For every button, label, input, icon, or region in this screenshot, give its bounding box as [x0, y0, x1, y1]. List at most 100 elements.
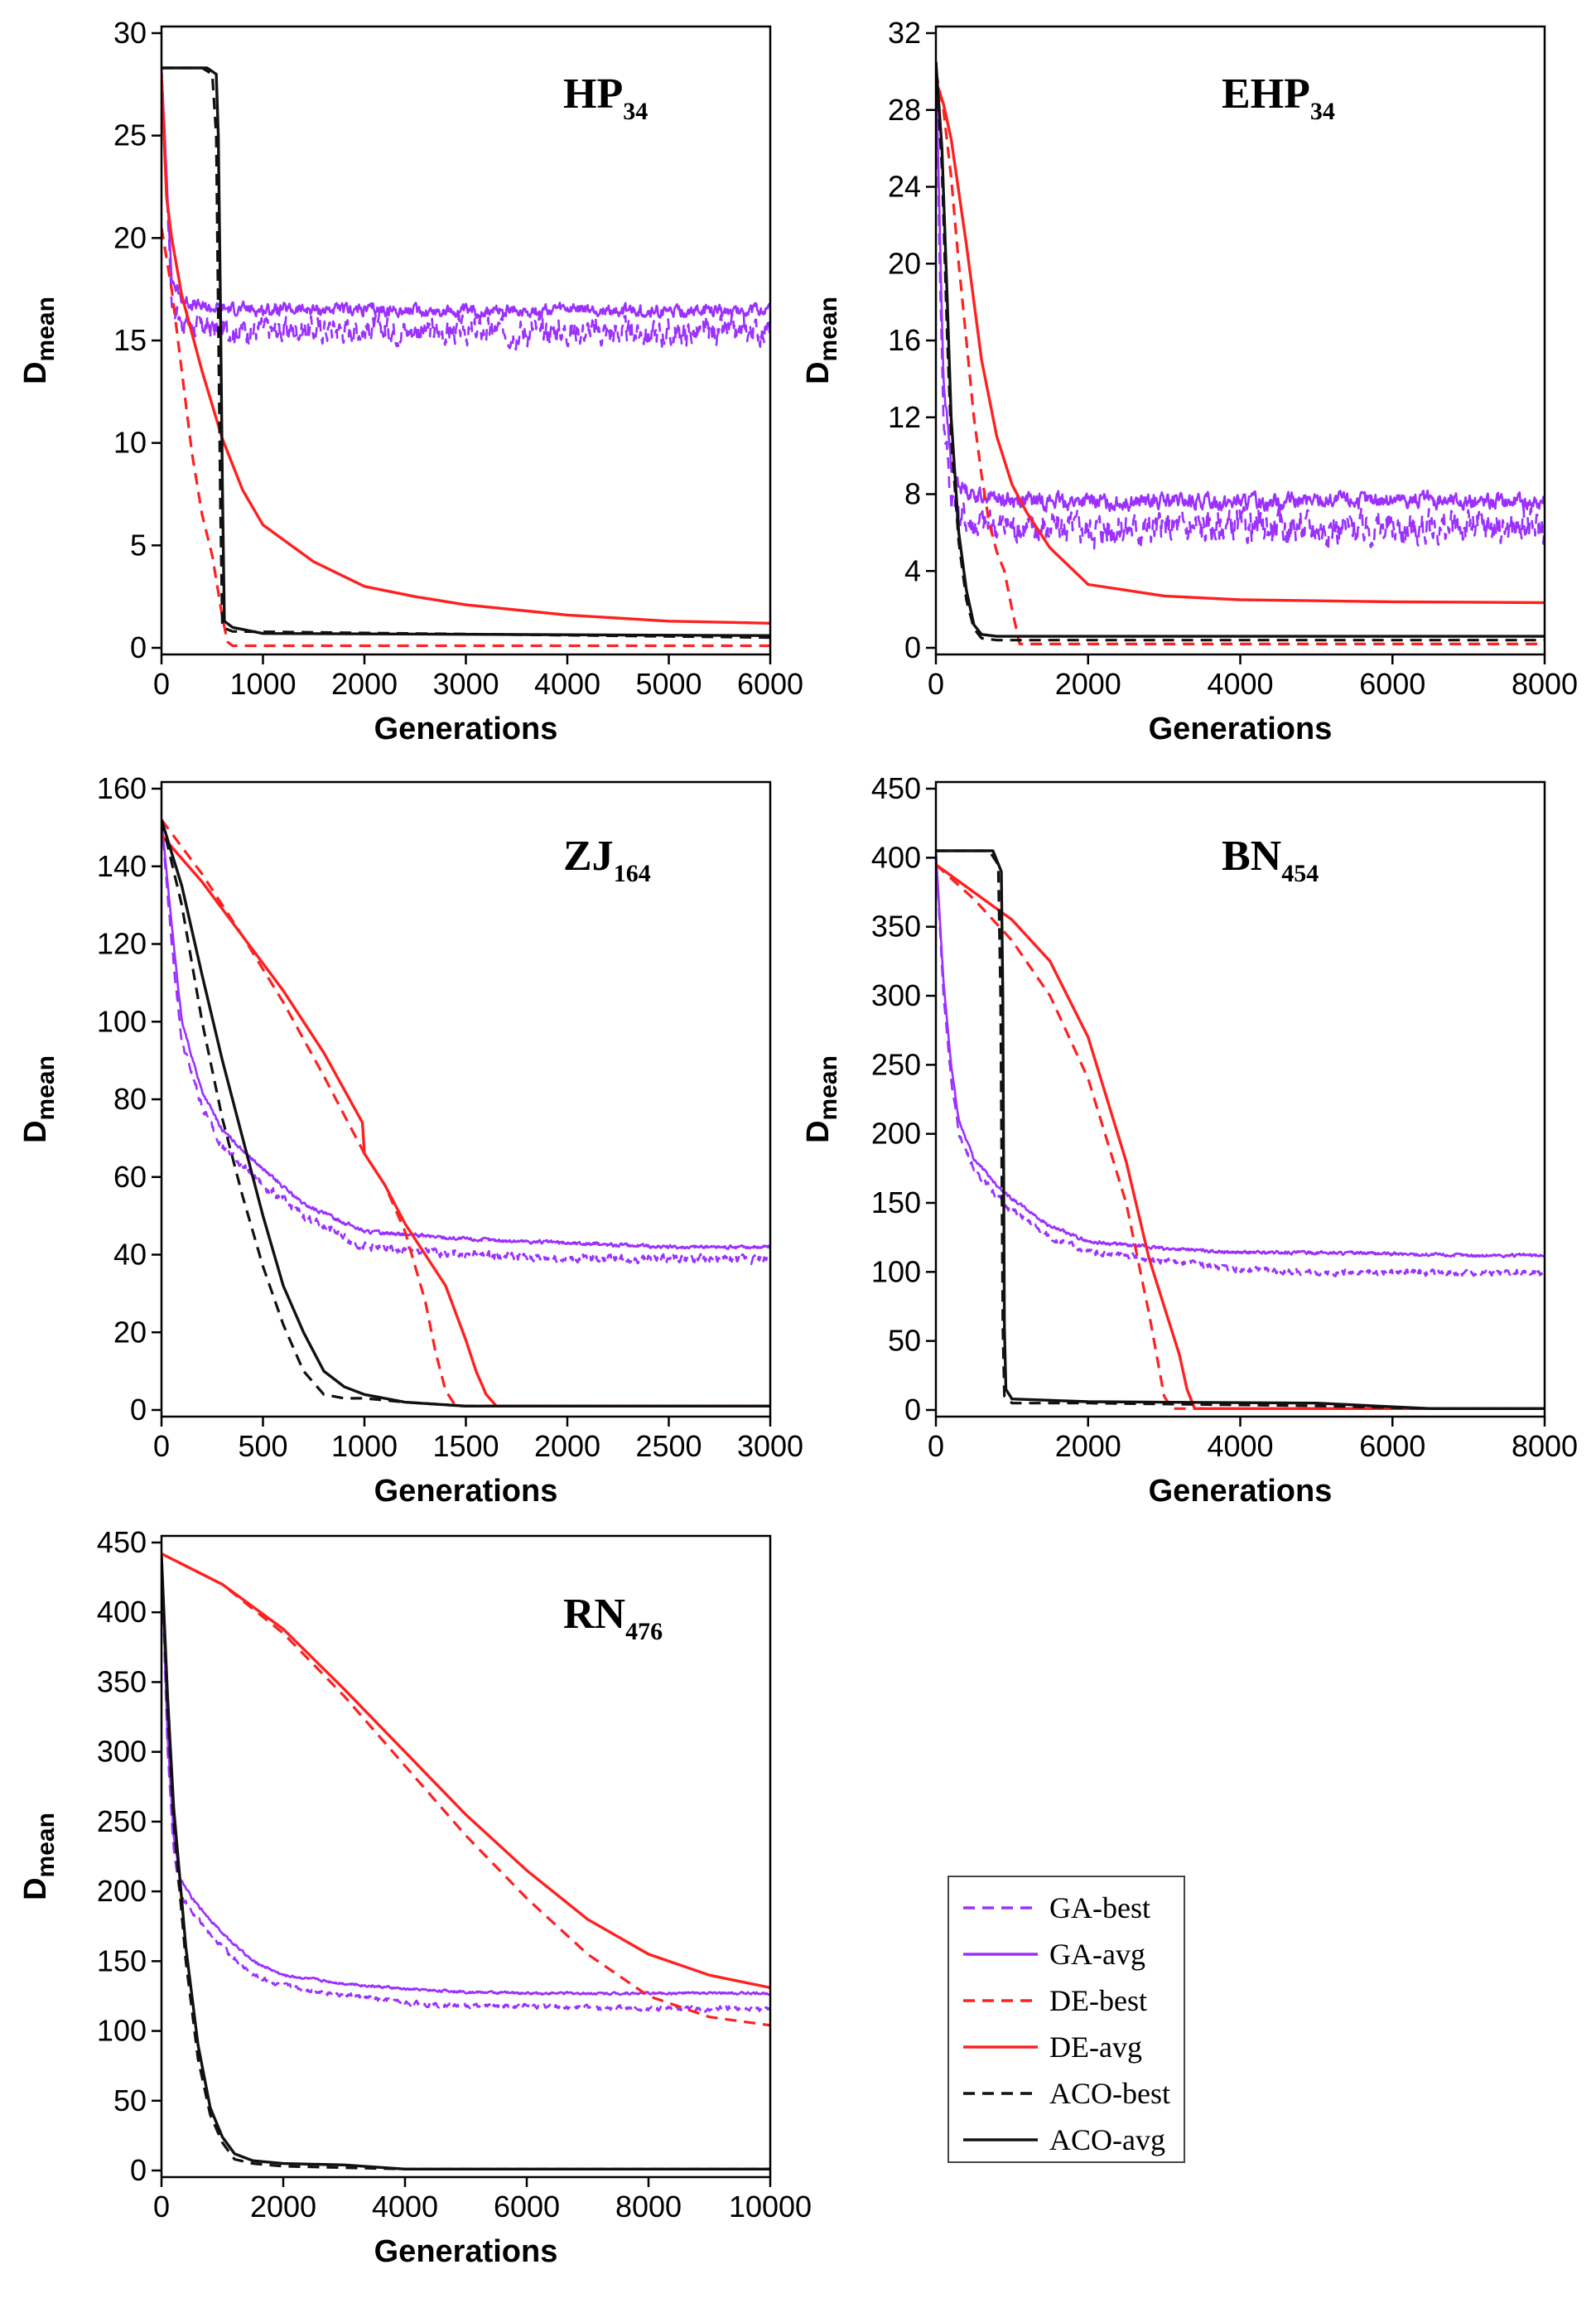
series-ga-avg — [936, 61, 1545, 513]
legend-label-ga-best: GA-best — [1049, 1891, 1150, 1924]
y-tick-label: 24 — [888, 170, 921, 204]
y-tick-label: 25 — [113, 118, 147, 152]
y-tick-label: 80 — [113, 1082, 147, 1116]
panel-title: EHP34 — [1222, 70, 1335, 125]
x-axis-title: Generations — [374, 712, 558, 746]
y-tick-label: 12 — [888, 400, 921, 434]
series-group — [936, 61, 1545, 645]
x-tick-label: 6000 — [494, 2190, 560, 2224]
series-de-best — [162, 1552, 770, 2027]
series-aco-best — [162, 1556, 770, 2170]
series-de-avg — [162, 834, 770, 1407]
series-aco-avg — [162, 819, 770, 1407]
x-tick-label: 2000 — [534, 1429, 600, 1463]
series-ga-best — [936, 850, 1545, 1278]
series-ga-best — [162, 67, 770, 351]
x-axis-title: Generations — [374, 2234, 558, 2269]
y-tick-label: 4 — [904, 553, 921, 587]
x-tick-label: 8000 — [1512, 1429, 1578, 1463]
y-tick-label: 0 — [904, 630, 921, 664]
y-axis-title: Dmean — [18, 297, 60, 384]
y-tick-label: 5 — [130, 528, 147, 562]
series-group — [162, 1552, 770, 2170]
series-de-best — [162, 818, 770, 1407]
chart-rn476: 0 2000 4000 6000 8000 10000 0 50 100 150 200 250 300… — [18, 1525, 812, 2269]
y-tick-label: 50 — [888, 1324, 921, 1358]
series-group — [936, 849, 1545, 1410]
series-aco-best — [936, 61, 1545, 642]
y-tick-label: 30 — [113, 16, 147, 50]
series-de-avg — [162, 1552, 770, 1989]
x-tick-label: 0 — [153, 1429, 170, 1463]
series-aco-best — [162, 66, 770, 640]
y-tick-label: 0 — [904, 1393, 921, 1427]
y-tick-label: 100 — [871, 1254, 921, 1288]
x-axis-title: Generations — [374, 1474, 558, 1509]
x-tick-label: 6000 — [1359, 1429, 1425, 1463]
series-ga-best — [162, 819, 770, 1266]
x-tick-label: 2000 — [1055, 1429, 1121, 1463]
legend: GA-best GA-avg DE-best DE-avg ACO-best ACO-av… — [947, 1876, 1185, 2163]
y-axis-title: Dmean — [18, 1055, 60, 1143]
series-group — [162, 66, 770, 648]
series-ga-best — [162, 1556, 770, 2013]
plot-frame — [160, 780, 772, 1418]
y-tick-label: 28 — [888, 93, 921, 127]
y-axis-title: Dmean — [18, 1813, 60, 1900]
y-tick-label: 150 — [97, 1943, 147, 1977]
legend-box — [947, 1876, 1185, 2163]
y-tick-label: 40 — [113, 1238, 147, 1272]
y-tick-label: 350 — [871, 910, 921, 944]
x-tick-label: 3000 — [432, 667, 499, 701]
x-tick-label: 0 — [153, 2190, 170, 2224]
panel-title: ZJ164 — [563, 833, 651, 887]
series-ga-avg — [162, 67, 770, 320]
y-tick-label: 300 — [871, 978, 921, 1012]
x-tick-label: 10000 — [729, 2190, 812, 2224]
x-tick-label: 0 — [153, 667, 170, 701]
y-tick-label: 350 — [97, 1664, 147, 1698]
y-tick-label: 200 — [871, 1117, 921, 1151]
x-tick-label: 6000 — [737, 667, 803, 701]
x-tick-label: 0 — [928, 1429, 944, 1463]
series-aco-avg — [162, 66, 770, 637]
panel-title: BN454 — [1222, 833, 1319, 887]
y-axis-title: Dmean — [801, 297, 842, 384]
x-tick-label: 1000 — [229, 667, 296, 701]
y-tick-label: 450 — [97, 1525, 147, 1559]
y-tick-label: 0 — [130, 630, 147, 664]
y-tick-label: 0 — [130, 2153, 147, 2187]
x-tick-label: 5000 — [635, 667, 702, 701]
panel-title: RN476 — [563, 1591, 663, 1645]
y-axis-title: Dmean — [801, 1055, 842, 1143]
series-ga-avg — [162, 819, 770, 1250]
series-de-best — [162, 227, 770, 648]
x-tick-label: 3000 — [737, 1429, 803, 1463]
x-tick-label: 0 — [928, 667, 944, 701]
series-group — [162, 818, 770, 1407]
y-tick-label: 16 — [888, 323, 921, 357]
series-de-avg — [936, 863, 1545, 1410]
series-de-avg — [936, 80, 1545, 605]
series-ga-avg — [936, 850, 1545, 1258]
plot-frame — [160, 1534, 772, 2179]
x-tick-label: 1500 — [432, 1429, 499, 1463]
series-de-best — [936, 863, 1545, 1410]
y-tick-label: 100 — [97, 2014, 147, 2048]
x-tick-label: 8000 — [1512, 667, 1578, 701]
y-tick-label: 20 — [113, 1315, 147, 1349]
y-tick-label: 250 — [871, 1047, 921, 1081]
y-tick-label: 20 — [888, 246, 921, 280]
legend-label-aco-avg: ACO-avg — [1049, 2123, 1165, 2156]
x-tick-label: 8000 — [615, 2190, 682, 2224]
y-tick-label: 200 — [97, 1874, 147, 1908]
series-de-best — [936, 71, 1545, 645]
x-tick-label: 6000 — [1359, 667, 1425, 701]
series-ga-avg — [162, 1556, 770, 1997]
chart-hp34: 0 1000 2000 3000 4000 5000 6000 0 5 10 15 20 25 30 Gen… — [18, 16, 803, 746]
chart-ehp34: 0 2000 4000 6000 8000 0 4 8 12 16 20 24 28 32 Generati… — [801, 16, 1578, 746]
series-ga-best — [936, 61, 1545, 553]
panel-title: HP34 — [563, 70, 648, 125]
x-tick-label: 2500 — [635, 1429, 702, 1463]
plot-frame — [934, 25, 1546, 656]
